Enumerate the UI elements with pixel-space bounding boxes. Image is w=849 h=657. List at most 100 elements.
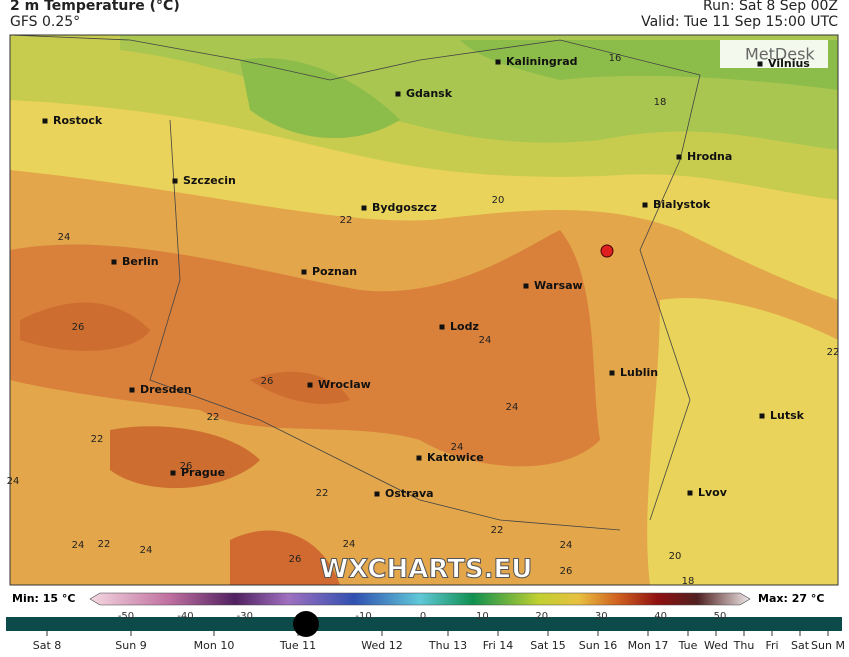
city-dot [111,259,117,265]
city-label: Lvov [698,486,728,499]
city-dot [759,413,765,419]
legend-tick: -10 [355,611,371,622]
city-label: Lodz [450,320,479,333]
city-label: Lublin [620,366,658,379]
city-label: Berlin [122,255,159,268]
city-dot [495,59,501,65]
timeline-day[interactable]: Mon 17 [628,639,669,652]
city-dot [42,118,48,124]
contour-label: 22 [491,525,504,536]
city-dot [129,387,135,393]
timeline-day[interactable]: Thu [733,639,755,652]
city-label: Prague [181,466,225,479]
timeline-handle[interactable] [293,611,319,637]
contour-label: 26 [560,566,573,577]
timeline-day[interactable]: Sun 9 [115,639,146,652]
timeline-day[interactable]: Fri [765,639,778,652]
city-dot [687,490,693,496]
timeline-day[interactable]: Tue 11 [279,639,316,652]
contour-label: 22 [207,412,220,423]
legend-tick: 20 [535,611,548,622]
city-label: Katowice [427,451,484,464]
color-bar [89,592,751,606]
timeline-day[interactable]: Mon 10 [194,639,235,652]
contour-label: 26 [289,554,302,565]
city-label: Rostock [53,114,103,127]
city-dot [609,370,615,376]
city-dot [676,154,682,160]
contour-label: 22 [316,488,329,499]
city-label: Dresden [140,383,192,396]
watermark: WXCHARTS.EU [320,555,533,585]
timeline-day[interactable]: Tue [678,639,698,652]
city-dot [416,455,422,461]
timeline-day[interactable]: Fri 14 [483,639,514,652]
timeline-day[interactable]: Thu 13 [428,639,467,652]
city-label: Szczecin [183,174,236,187]
legend-tick: -30 [237,611,253,622]
contour-label: 26 [180,461,193,472]
city-label: Poznan [312,265,357,278]
contour-label: 18 [682,576,695,587]
title: 2 m Temperature (°C) [10,0,180,14]
legend-tick: -40 [177,611,193,622]
contour-label: 20 [492,195,505,206]
city-label: Wroclaw [318,378,371,391]
city-label: Bialystok [653,198,711,211]
contour-label: 22 [827,347,840,358]
legend-tick: 30 [595,611,608,622]
legend-tick: 40 [654,611,667,622]
city-label: Kaliningrad [506,55,578,68]
contour-label: 24 [58,232,71,243]
legend-tick: 50 [714,611,727,622]
city-label: Gdansk [406,87,453,100]
timeline-day[interactable]: Sun 16 [579,639,617,652]
city-label: Bydgoszcz [372,201,437,214]
city-dot [374,491,380,497]
contour-label: 20 [669,551,682,562]
city-dot [439,324,445,330]
city-dot [395,91,401,97]
contour-label: 24 [506,402,519,413]
city-dot [301,269,307,275]
legend-tick: 0 [420,611,426,622]
contour-label: 24 [72,540,85,551]
valid: Valid: Tue 11 Sep 15:00 UTC [641,14,838,30]
timeline-day[interactable]: Sat 15 [530,639,566,652]
timeline-day[interactable]: Sat 8 [33,639,62,652]
city-dot [642,202,648,208]
contour-label: 24 [343,539,356,550]
run: Run: Sat 8 Sep 00Z [703,0,838,14]
legend-tick: 10 [476,611,489,622]
timeline-bar[interactable] [6,617,842,631]
contour-label: 22 [340,215,353,226]
timeline-day[interactable]: Wed 12 [361,639,402,652]
contour-label: 22 [91,434,104,445]
contour-label: 24 [451,442,464,453]
city-label: Vilnius [768,57,810,70]
contour-label: 16 [609,53,622,64]
city-label: Hrodna [687,150,732,163]
city-dot [172,178,178,184]
map [10,35,838,585]
city-label: Lutsk [770,409,805,422]
contour-label: 24 [479,335,492,346]
contour-label: 18 [654,97,667,108]
legend-min: Min: 15 °C [12,592,76,605]
city-dot [307,382,313,388]
city-dot [757,61,763,67]
contour-label: 26 [261,376,274,387]
contour-label: 26 [72,322,85,333]
logo: MetDesk [745,45,815,64]
city-label: Warsaw [534,279,583,292]
city-dot [361,205,367,211]
location-marker [600,244,614,258]
contour-label: 24 [7,476,20,487]
timeline-day[interactable]: Wed [704,639,728,652]
timeline-day[interactable]: Sun M [811,639,845,652]
timeline-day[interactable]: Sat [791,639,810,652]
legend-tick: -50 [118,611,134,622]
logo-box [720,40,828,68]
contour-label: 22 [98,539,111,550]
